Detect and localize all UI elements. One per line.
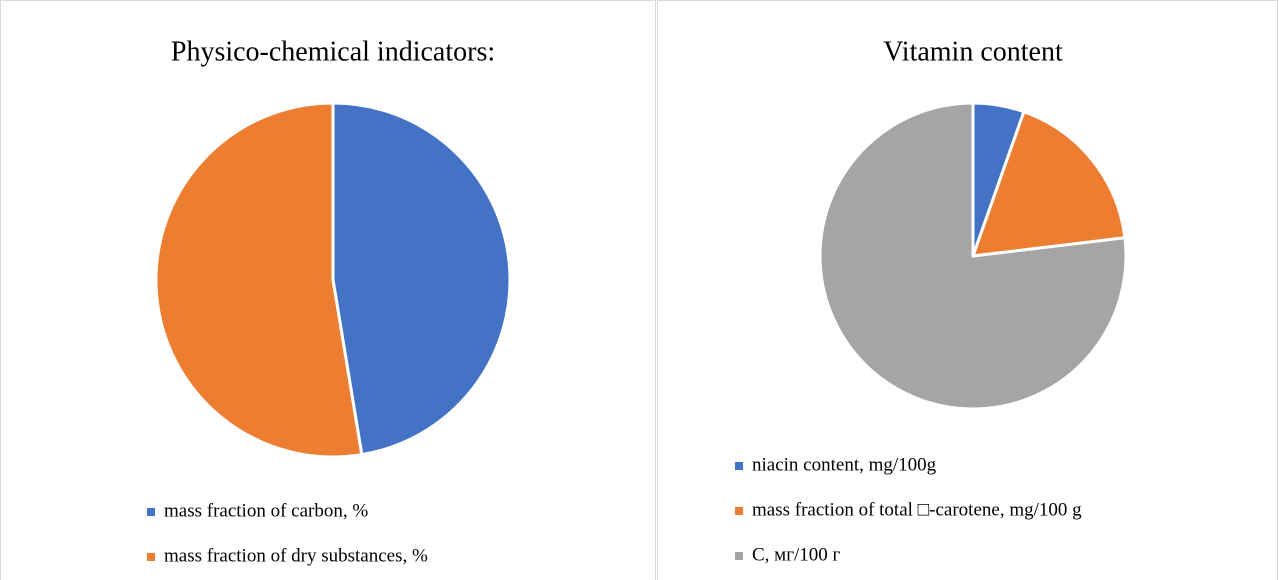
legend-swatch [735,552,743,560]
legend-label: mass fraction of carbon, % [164,500,368,521]
legend-label: mass fraction of dry substances, % [164,545,428,566]
legend-label: niacin content, mg/100g [752,454,937,475]
pie-slice [818,101,1128,411]
legend-swatch [147,553,155,561]
legend-swatch [735,462,743,470]
chart-title: Vitamin content [883,36,1063,67]
pie-slice [331,101,512,457]
pie-slice [154,101,364,459]
legend-swatch [735,507,743,515]
panel-border [657,0,1278,580]
panel-border [0,0,656,580]
pie-slice [970,109,1127,258]
legend-label: mass fraction of total □-carotene, mg/10… [752,499,1082,520]
chart-title: Physico-chemical indicators: [171,36,495,67]
legend-label: C, мг/100 г [752,544,841,565]
legend-swatch [147,508,155,516]
